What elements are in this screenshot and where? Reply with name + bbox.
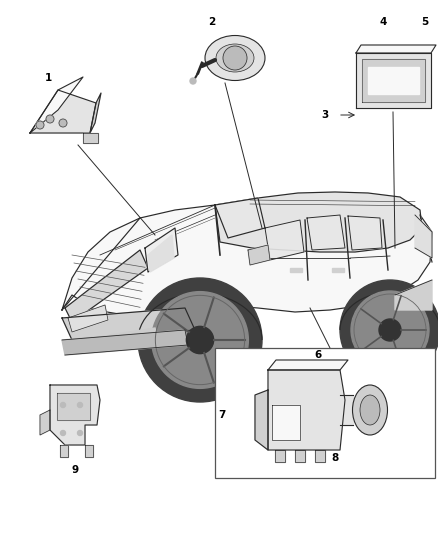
Ellipse shape xyxy=(205,36,265,80)
Polygon shape xyxy=(62,330,188,355)
Polygon shape xyxy=(68,305,108,332)
Text: 5: 5 xyxy=(421,17,429,27)
Circle shape xyxy=(340,280,438,380)
Polygon shape xyxy=(85,445,93,457)
Polygon shape xyxy=(30,90,96,133)
Circle shape xyxy=(78,402,82,408)
Polygon shape xyxy=(356,45,436,53)
Polygon shape xyxy=(148,235,174,272)
Polygon shape xyxy=(268,360,348,370)
Polygon shape xyxy=(315,450,325,462)
Text: 3: 3 xyxy=(321,110,328,120)
Circle shape xyxy=(186,326,214,353)
Ellipse shape xyxy=(216,44,254,72)
Circle shape xyxy=(351,291,429,369)
Polygon shape xyxy=(356,53,431,108)
Polygon shape xyxy=(40,410,50,435)
Circle shape xyxy=(152,292,248,389)
Polygon shape xyxy=(145,228,178,272)
Polygon shape xyxy=(272,405,300,440)
Polygon shape xyxy=(90,93,101,133)
Text: 6: 6 xyxy=(314,350,321,360)
Polygon shape xyxy=(215,198,265,238)
Polygon shape xyxy=(268,370,345,450)
Text: 8: 8 xyxy=(332,453,339,463)
Circle shape xyxy=(223,46,247,70)
Circle shape xyxy=(36,121,44,129)
Circle shape xyxy=(138,278,262,402)
Polygon shape xyxy=(307,215,345,250)
Text: 2: 2 xyxy=(208,17,215,27)
Polygon shape xyxy=(60,445,68,457)
Circle shape xyxy=(379,319,401,341)
Polygon shape xyxy=(83,133,98,143)
Circle shape xyxy=(46,115,54,123)
Text: 1: 1 xyxy=(44,73,52,83)
Polygon shape xyxy=(290,268,302,272)
Polygon shape xyxy=(50,385,100,445)
Polygon shape xyxy=(62,198,432,315)
Circle shape xyxy=(60,431,66,435)
Polygon shape xyxy=(265,220,304,260)
Polygon shape xyxy=(348,216,382,250)
Ellipse shape xyxy=(353,385,388,435)
Polygon shape xyxy=(362,59,425,102)
Circle shape xyxy=(78,431,82,435)
Polygon shape xyxy=(65,250,148,322)
Polygon shape xyxy=(368,67,419,94)
Polygon shape xyxy=(255,390,268,450)
Circle shape xyxy=(60,402,66,408)
Text: 7: 7 xyxy=(218,410,226,420)
Text: 4: 4 xyxy=(379,17,387,27)
Polygon shape xyxy=(340,395,353,425)
Polygon shape xyxy=(57,393,90,420)
Polygon shape xyxy=(110,328,158,347)
Polygon shape xyxy=(332,268,344,272)
Polygon shape xyxy=(395,280,432,310)
Polygon shape xyxy=(295,450,305,462)
Polygon shape xyxy=(275,450,285,462)
Polygon shape xyxy=(62,308,195,340)
Polygon shape xyxy=(215,192,422,252)
Polygon shape xyxy=(30,77,83,133)
Ellipse shape xyxy=(360,395,380,425)
Bar xyxy=(215,348,435,478)
Polygon shape xyxy=(415,215,432,258)
Circle shape xyxy=(59,119,67,127)
Polygon shape xyxy=(248,245,270,265)
Circle shape xyxy=(190,78,196,84)
Text: 9: 9 xyxy=(71,465,78,475)
